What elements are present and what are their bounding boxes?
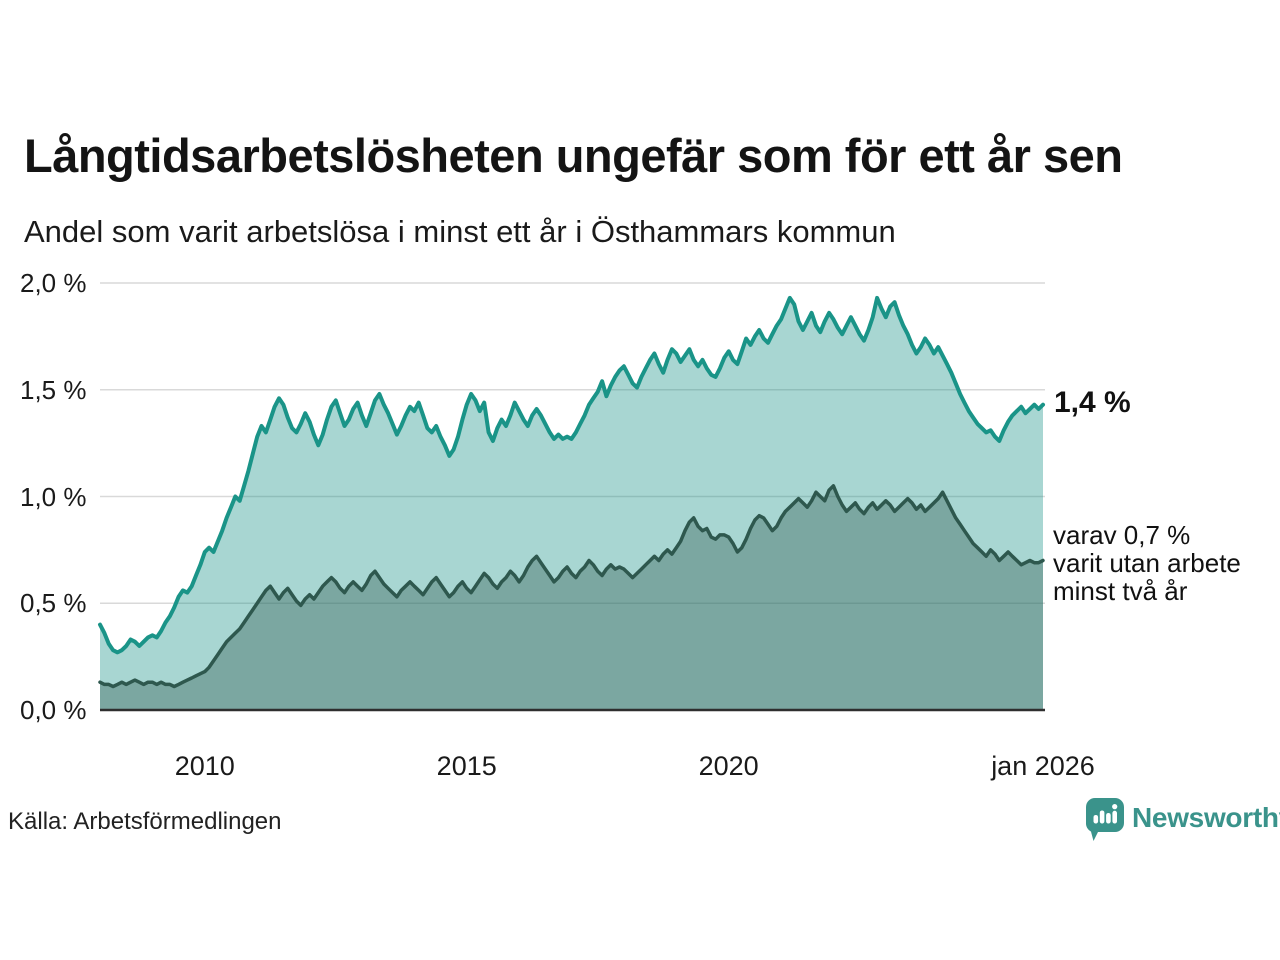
y-tick-label: 1,0 % — [20, 481, 87, 512]
y-tick-label: 0,5 % — [20, 588, 87, 619]
x-tick-label: 2015 — [436, 751, 497, 781]
page-title: Långtidsarbetslösheten ungefär som för e… — [24, 129, 1123, 182]
y-tick-label: 2,0 % — [20, 268, 87, 298]
line-series-2 — [98, 484, 1045, 689]
brand-wordmark: Newsworthy — [1132, 802, 1280, 833]
secondary-value-line: varav 0,7 % — [1053, 520, 1191, 550]
y-tick-label: 0,0 % — [20, 695, 87, 725]
secondary-value-line: minst två år — [1053, 576, 1188, 606]
secondary-value-label: varav 0,7 % varit utan arbete minst två … — [1053, 521, 1241, 605]
x-tick-label: 2010 — [174, 751, 235, 781]
chart-subtitle: Andel som varit arbetslösa i minst ett å… — [24, 214, 896, 249]
source-attribution: Källa: Arbetsförmedlingen — [8, 808, 282, 835]
brand-logo: Newsworthy — [1086, 798, 1280, 848]
area-series-2 — [100, 485, 1043, 710]
newsworthy-logo-icon — [1086, 798, 1124, 841]
latest-value-label: 1,4 % — [1054, 386, 1131, 419]
y-tick-label: 1,5 % — [20, 374, 87, 405]
x-tick-label: 2020 — [698, 751, 759, 781]
x-tick-label: jan 2026 — [991, 751, 1095, 781]
line-series-1 — [98, 295, 1045, 655]
secondary-value-line: varit utan arbete — [1053, 548, 1241, 578]
